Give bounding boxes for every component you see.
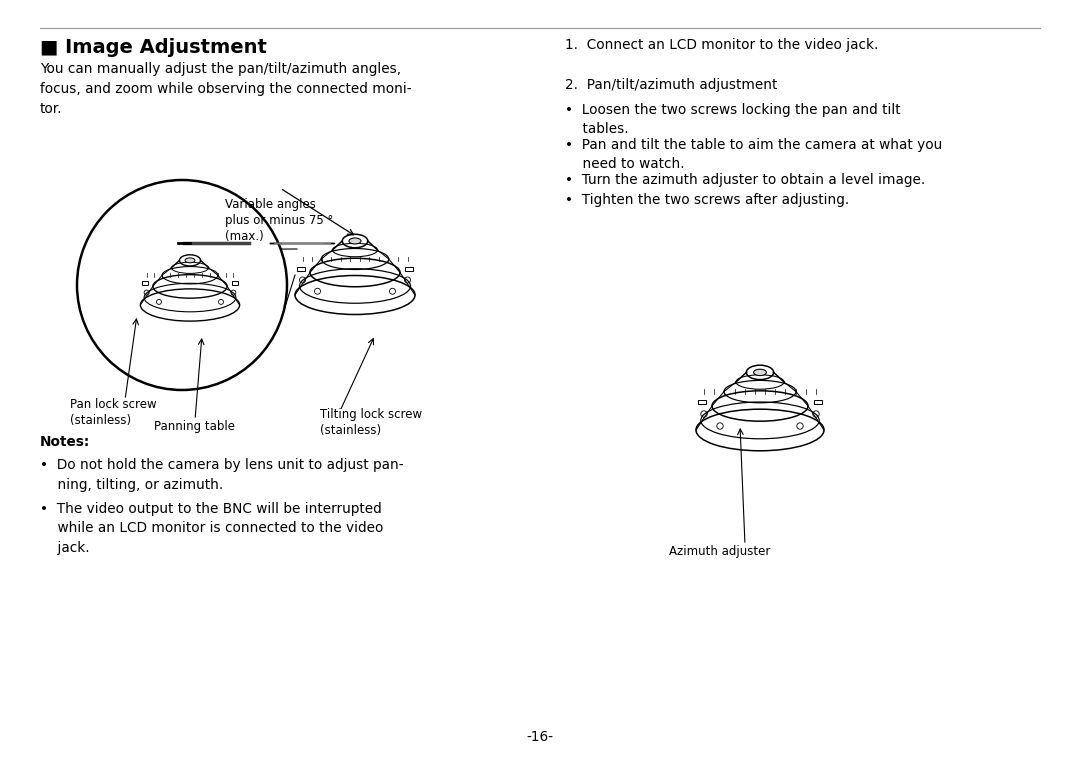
Ellipse shape — [349, 238, 361, 244]
Text: Variable angles
plus or minus 75 °
(max.): Variable angles plus or minus 75 ° (max.… — [225, 198, 334, 243]
Text: Tilting lock screw
(stainless): Tilting lock screw (stainless) — [320, 408, 422, 437]
Text: 2.  Pan/tilt/azimuth adjustment: 2. Pan/tilt/azimuth adjustment — [565, 78, 778, 92]
Text: •  Turn the azimuth adjuster to obtain a level image.: • Turn the azimuth adjuster to obtain a … — [565, 173, 926, 187]
Text: Notes:: Notes: — [40, 435, 91, 449]
Text: You can manually adjust the pan/tilt/azimuth angles,
focus, and zoom while obser: You can manually adjust the pan/tilt/azi… — [40, 62, 411, 116]
Text: •  The video output to the BNC will be interrupted
    while an LCD monitor is c: • The video output to the BNC will be in… — [40, 502, 383, 555]
Text: •  Pan and tilt the table to aim the camera at what you
    need to watch.: • Pan and tilt the table to aim the came… — [565, 138, 942, 171]
Text: 1.  Connect an LCD monitor to the video jack.: 1. Connect an LCD monitor to the video j… — [565, 38, 878, 52]
Text: Pan lock screw
(stainless): Pan lock screw (stainless) — [70, 398, 157, 427]
Text: Azimuth adjuster: Azimuth adjuster — [670, 545, 771, 558]
Ellipse shape — [754, 369, 767, 376]
Text: •  Tighten the two screws after adjusting.: • Tighten the two screws after adjusting… — [565, 193, 849, 207]
Text: Panning table: Panning table — [154, 420, 235, 433]
Text: •  Loosen the two screws locking the pan and tilt
    tables.: • Loosen the two screws locking the pan … — [565, 103, 901, 136]
Text: -16-: -16- — [527, 730, 554, 744]
Text: ■ Image Adjustment: ■ Image Adjustment — [40, 38, 267, 57]
Ellipse shape — [185, 258, 195, 263]
Text: •  Do not hold the camera by lens unit to adjust pan-
    ning, tilting, or azim: • Do not hold the camera by lens unit to… — [40, 458, 404, 491]
